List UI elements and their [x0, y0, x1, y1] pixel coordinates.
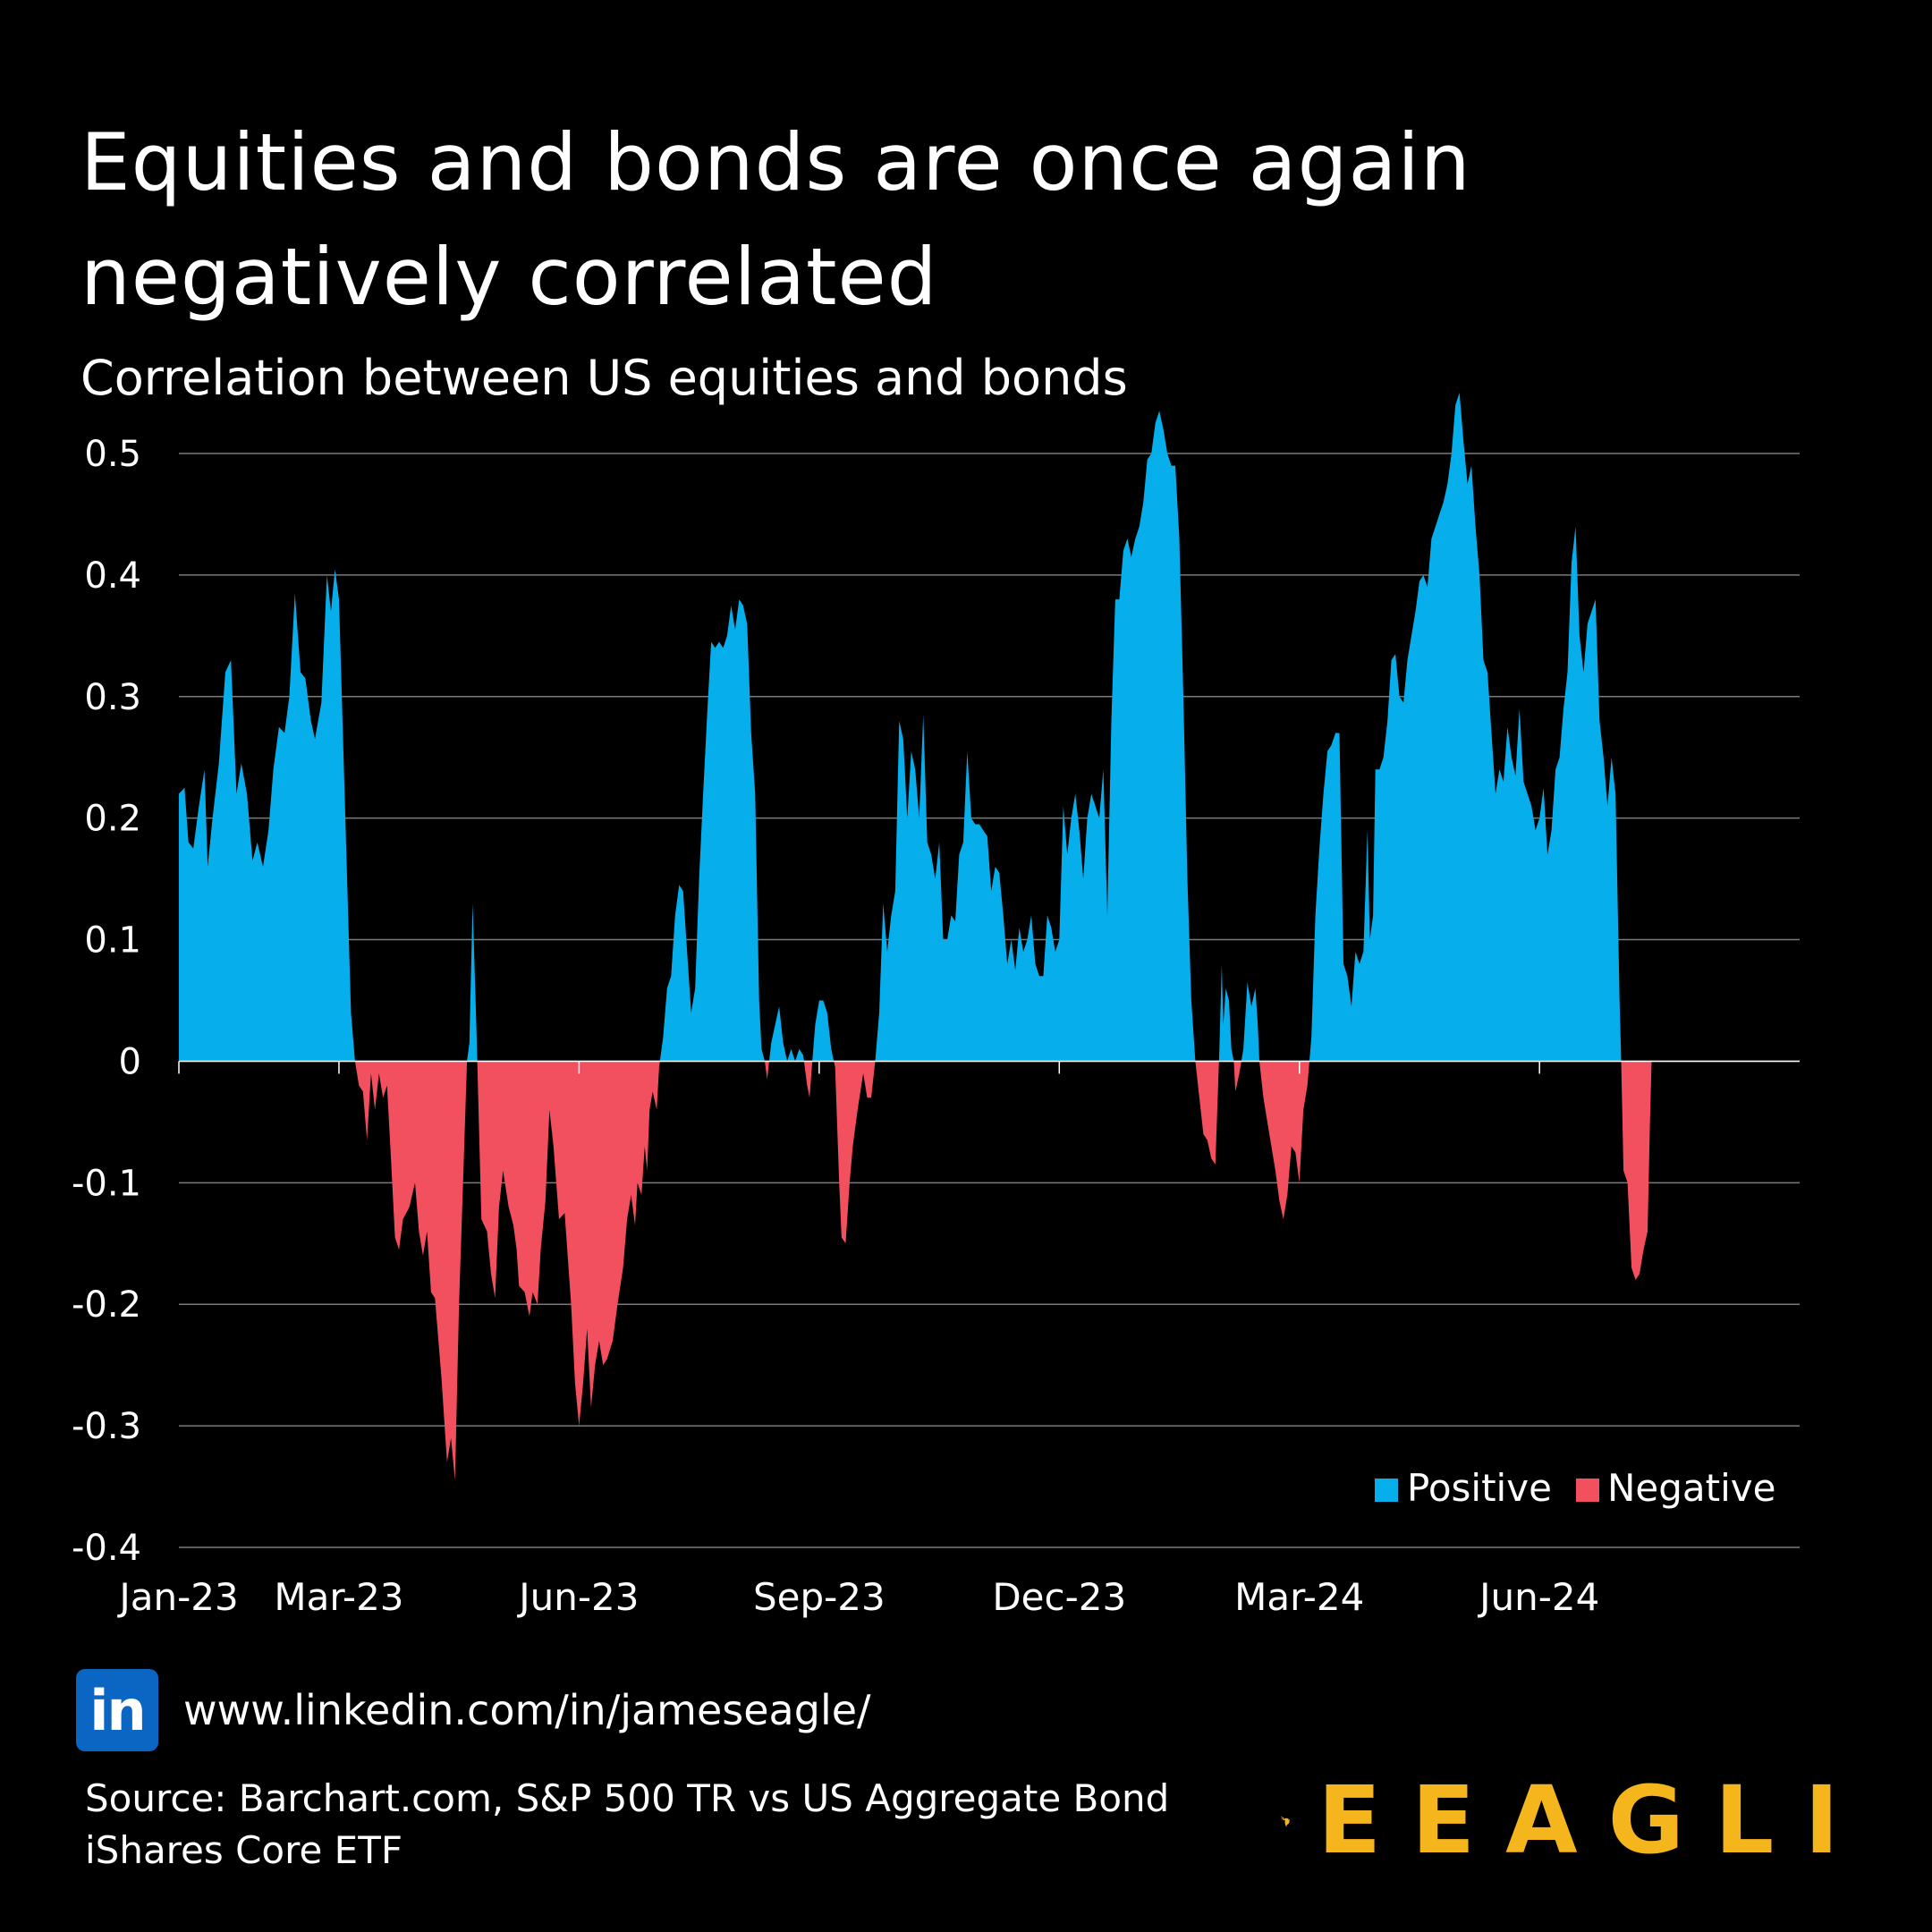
y-tick-label: 0.3 [84, 677, 141, 718]
x-tick-label: Dec-23 [992, 1575, 1126, 1619]
area-layer [179, 393, 1652, 1481]
y-tick-label: 0.5 [84, 434, 141, 475]
y-tick-label: -0.4 [72, 1528, 141, 1569]
linkedin-icon[interactable]: in [76, 1669, 158, 1751]
brand-name: EEAGLI [1318, 1766, 1869, 1875]
legend-label-positive: Positive [1407, 1466, 1552, 1510]
x-tick-label: Sep-23 [753, 1575, 886, 1619]
negative-area [354, 1061, 1652, 1481]
x-tick-label: Jun-23 [516, 1575, 639, 1619]
source-note: Source: Barchart.com, S&P 500 TR vs US A… [85, 1773, 1169, 1877]
y-tick-label: -0.3 [72, 1406, 141, 1447]
y-tick-label: 0.1 [84, 920, 141, 962]
chart-title: Equities and bonds are once again negati… [80, 106, 1780, 335]
x-tick-label: Mar-23 [274, 1575, 403, 1619]
linkedin-url[interactable]: www.linkedin.com/in/jameseagle/ [183, 1686, 871, 1734]
y-tick-label: 0.2 [84, 799, 141, 840]
x-tick-label: Jan-23 [116, 1575, 238, 1619]
linkedin-row: in www.linkedin.com/in/jameseagle/ [76, 1669, 871, 1751]
chart-title-line1: Equities and bonds are once again [80, 116, 1471, 208]
legend-swatch-positive [1375, 1479, 1398, 1502]
legend-swatch-negative [1576, 1479, 1599, 1502]
y-tick-label: -0.1 [72, 1163, 141, 1204]
y-tick-label: -0.2 [72, 1284, 141, 1326]
y-tick-label: 0.4 [84, 555, 141, 597]
brand-logo: EEAGLI [1279, 1758, 1869, 1883]
x-tick-label: Jun-24 [1477, 1575, 1599, 1619]
positive-area [179, 393, 1652, 1062]
axes: Jan-23 Mar-23 Jun-23 Sep-23 Dec-23 Mar-24 Jun-… [116, 1060, 1800, 1619]
chart-title-line2: negatively correlated [80, 231, 938, 323]
source-line1: Source: Barchart.com, S&P 500 TR vs US A… [85, 1776, 1170, 1820]
source-line2: iShares Core ETF [85, 1828, 403, 1872]
x-tick-label: Mar-24 [1234, 1575, 1364, 1619]
chart-subtitle: Correlation between US equities and bond… [80, 350, 1128, 406]
y-tick-label: 0 [119, 1041, 141, 1082]
legend-label-negative: Negative [1607, 1466, 1776, 1510]
legend: Positive Negative [1375, 1466, 1776, 1510]
eagle-logo-icon [1279, 1814, 1291, 1827]
